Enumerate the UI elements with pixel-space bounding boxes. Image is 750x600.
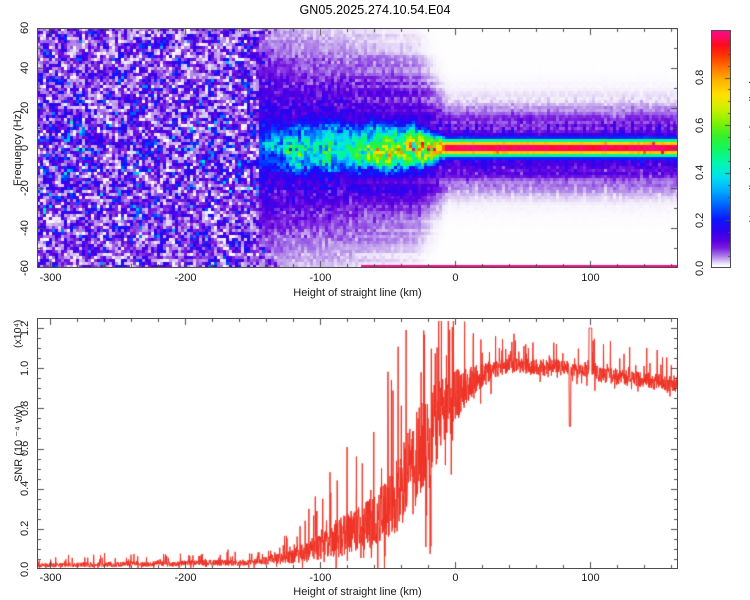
snr-x-axis-title: Height of straight line (km)	[293, 586, 422, 598]
spectrogram-x-tick-4: 100	[581, 272, 600, 284]
spectrogram-y-tick-0: -60	[19, 260, 31, 276]
colorbar-tick-0: 0.0	[694, 260, 706, 276]
snr-y-axis-title: SNR (10 ⁻⁴ v/v)	[13, 405, 25, 482]
spectrogram-y-tick-5: 40	[19, 61, 31, 74]
spectrogram-x-tick-2: -100	[309, 272, 332, 284]
snr-x-tick-0: -300	[39, 572, 62, 584]
spectrogram-x-tick-3: 0	[452, 272, 459, 284]
snr-panel	[37, 318, 678, 569]
snr-y-tick-0: 0.0	[19, 561, 31, 577]
spectrogram-y-tick-6: 60	[19, 21, 31, 34]
snr-y-tick-5: 1.0	[19, 360, 31, 376]
snr-y-tick-2: 0.4	[19, 480, 31, 497]
snr-y-exponent-label: (x10⁴)	[12, 319, 24, 348]
snr-x-tick-1: -200	[174, 572, 197, 584]
spectrogram-x-tick-1: -200	[174, 272, 197, 284]
figure-title: GN05.2025.274.10.54.E04	[299, 3, 451, 17]
spectrogram-y-axis-title: Frequency (Hz)	[12, 110, 24, 186]
spectrogram-ticks	[37, 28, 678, 268]
snr-x-tick-4: 100	[581, 572, 600, 584]
spectrogram-panel	[37, 28, 678, 268]
colorbar-tick-1: 0.2	[694, 212, 706, 228]
spectrogram-x-tick-0: -300	[39, 272, 62, 284]
colorbar-tick-2: 0.4	[694, 165, 706, 181]
colorbar-ticks	[711, 30, 731, 268]
colorbar	[711, 30, 731, 268]
colorbar-tick-4: 0.8	[694, 69, 706, 86]
colorbar-tick-3: 0.6	[694, 117, 706, 133]
snr-x-tick-3: 0	[452, 572, 459, 584]
snr-y-tick-1: 0.2	[19, 521, 31, 537]
spectrogram-y-tick-1: -40	[19, 220, 31, 236]
spectrogram-x-axis-title: Height of straight line (km)	[293, 287, 422, 299]
snr-x-tick-2: -100	[309, 572, 332, 584]
snr-ticks	[37, 318, 678, 569]
